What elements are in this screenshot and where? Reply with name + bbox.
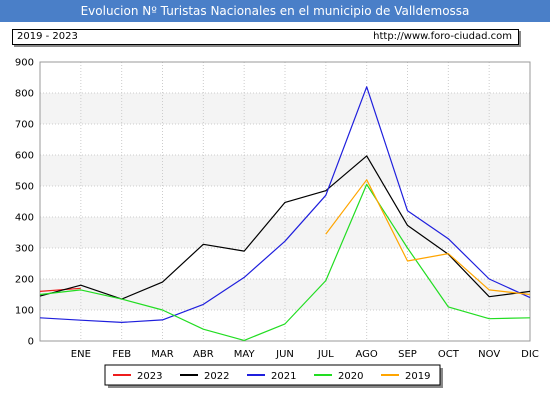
series-line-2023 [39,287,81,292]
y-tick-label: 400 [15,213,34,224]
grid [39,61,531,342]
series-line-2020 [39,183,531,341]
y-tick-label: 100 [15,306,34,317]
legend-box [104,364,441,386]
x-tick-label: ABR [193,349,214,360]
x-tick-label: FEB [112,349,131,360]
x-tick-label: ENE [71,349,91,360]
plot-border [39,61,531,342]
x-tick-label: SEP [398,349,417,360]
y-tick-label: 600 [15,151,34,162]
legend-label-2022: 2022 [204,371,229,382]
y-tick-label: 800 [15,89,34,100]
chart-title: Evolucion Nº Turistas Nacionales en el m… [0,0,550,22]
x-tick-label: MAR [151,349,173,360]
x-tick-label: AGO [356,349,378,360]
y-tick-label: 200 [15,275,34,286]
x-tick-label: JUN [275,349,294,360]
y-tick-label: 0 [28,337,34,348]
legend-label-2020: 2020 [338,371,363,382]
x-tick-label: OCT [438,349,460,360]
info-bar: 2019 - 2023 http://www.foro-ciudad.com [12,29,519,45]
legend-label-2023: 2023 [137,371,162,382]
period-label: 2019 - 2023 [17,31,78,42]
series-line-2021 [39,86,531,323]
x-tick-label: DIC [521,349,539,360]
series-line-2019 [325,179,531,296]
x-tick-label: MAY [234,349,256,360]
legend: 2023 2022 2021 2020 2019 [104,364,443,388]
source-url: http://www.foro-ciudad.com [373,31,512,42]
legend-label-2021: 2021 [271,371,296,382]
axes: 0 100 200 300 400 500 600 700 800 900 ENE FEB MAR ABR… [15,58,539,361]
y-tick-label: 500 [15,182,34,193]
x-tick-label: JUL [317,349,334,360]
legend-label-2019: 2019 [405,371,430,382]
y-tick-label: 300 [15,244,34,255]
y-tick-label: 700 [15,120,34,131]
y-tick-label: 900 [15,58,34,69]
series-lines [39,86,531,341]
x-tick-label: NOV [478,349,500,360]
